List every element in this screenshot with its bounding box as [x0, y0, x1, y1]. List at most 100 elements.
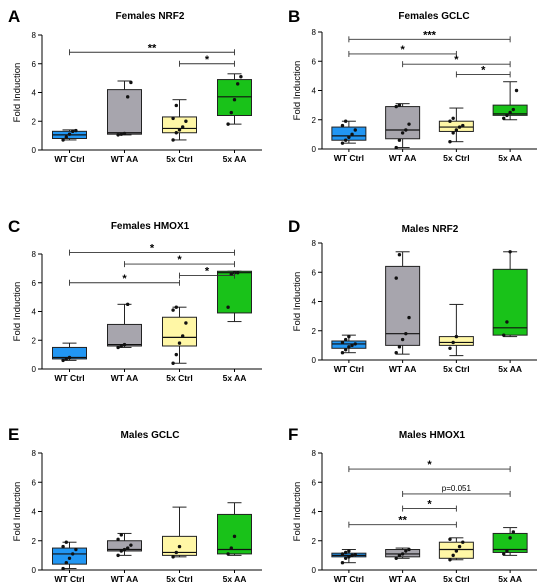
data-point: [340, 560, 345, 565]
data-point: [122, 342, 127, 347]
x-tick-label: 5x AA: [498, 364, 522, 374]
y-tick-label: 2: [312, 537, 317, 546]
box-body: [492, 104, 528, 116]
data-point: [174, 305, 178, 309]
data-point: [454, 128, 459, 132]
data-point: [502, 333, 506, 337]
y-tick-label: 0: [32, 566, 37, 575]
y-axis-label: Fold Induction: [292, 61, 303, 121]
data-point: [229, 546, 233, 550]
data-point: [343, 556, 348, 560]
data-point: [239, 74, 243, 79]
data-point: [350, 343, 354, 348]
y-tick-label: 4: [32, 89, 37, 98]
data-point: [340, 340, 345, 345]
data-point: [340, 350, 345, 355]
significance-bracket: *: [402, 499, 457, 512]
data-point: [343, 119, 348, 123]
x-tick-label: WT Ctrl: [334, 153, 364, 163]
significance-bracket: *: [348, 44, 457, 57]
data-point: [448, 346, 452, 350]
panel-d: D Males NRF2 0 2 4 6 8 Fold Induction WT Ctrl WT …: [288, 217, 537, 374]
x-tick-label: 5x Ctrl: [166, 154, 192, 164]
data-point: [174, 352, 178, 357]
data-point: [511, 530, 516, 534]
significance-label: *: [454, 54, 459, 66]
box-2: [107, 302, 142, 350]
y-tick-label: 4: [32, 508, 37, 517]
data-point: [343, 348, 348, 352]
x-tick-label: 5x AA: [223, 154, 247, 164]
data-point: [461, 123, 465, 128]
box-4: [217, 270, 252, 323]
y-tick-label: 8: [32, 31, 37, 40]
data-point: [174, 131, 178, 135]
y-axis-label: Fold Induction: [12, 282, 23, 342]
panel-title: Males HMOX1: [399, 430, 466, 441]
significance-bracket: *: [348, 459, 511, 473]
data-point: [67, 132, 72, 136]
data-point: [400, 131, 405, 135]
data-point: [502, 116, 506, 120]
data-point: [347, 135, 351, 139]
significance-label: **: [148, 42, 157, 54]
panel-b: B Females GCLC 0 2 4 6 8 Fold Induction WT Ctrl W…: [288, 7, 537, 163]
box-1: [331, 119, 367, 145]
box-4: [217, 73, 252, 126]
data-point: [451, 340, 455, 345]
significance-bracket: **: [69, 42, 235, 56]
data-point: [61, 358, 65, 363]
data-point: [129, 543, 133, 547]
y-tick-label: 4: [312, 298, 317, 307]
x-tick-label: 5x Ctrl: [443, 153, 469, 163]
data-point: [404, 549, 408, 553]
significance-label: *: [481, 64, 486, 76]
data-point: [232, 534, 237, 539]
data-point: [353, 552, 357, 557]
data-point: [404, 128, 408, 132]
data-point: [126, 546, 130, 550]
box-body: [331, 126, 367, 141]
data-point: [61, 138, 65, 142]
significance-label: *: [205, 54, 210, 66]
data-point: [340, 141, 345, 145]
significance-bracket: **: [348, 515, 457, 528]
box-1: [52, 128, 87, 142]
significance-label: *: [400, 44, 405, 56]
data-point: [177, 544, 182, 549]
y-tick-label: 0: [32, 365, 37, 374]
panel-title: Females GCLC: [398, 11, 469, 22]
data-point: [347, 334, 351, 339]
data-point: [129, 80, 133, 85]
data-point: [340, 552, 345, 556]
data-point: [407, 122, 411, 126]
panel-title: Females HMOX1: [111, 221, 190, 232]
box-2: [385, 103, 421, 150]
box-1: [52, 540, 87, 571]
data-point: [226, 122, 230, 126]
data-point: [119, 344, 124, 348]
significance-label: *: [150, 243, 155, 255]
y-tick-label: 4: [312, 87, 317, 96]
data-point: [448, 537, 452, 541]
data-point: [177, 341, 182, 345]
y-tick-label: 4: [312, 508, 317, 517]
y-tick-label: 8: [32, 449, 37, 458]
data-point: [116, 345, 120, 350]
significance-label: ***: [423, 29, 437, 41]
data-point: [226, 305, 230, 309]
x-tick-label: WT Ctrl: [334, 364, 364, 374]
box-body: [107, 89, 142, 135]
data-point: [64, 540, 69, 544]
y-tick-label: 6: [312, 478, 317, 487]
data-point: [353, 342, 357, 346]
x-tick-label: WT Ctrl: [54, 373, 84, 383]
data-point: [451, 131, 455, 135]
data-point: [454, 549, 459, 553]
x-tick-label: 5x AA: [223, 574, 247, 584]
y-tick-label: 6: [312, 268, 317, 277]
box-1: [52, 342, 87, 363]
data-point: [174, 550, 178, 555]
significance-bracket: *: [69, 273, 180, 286]
